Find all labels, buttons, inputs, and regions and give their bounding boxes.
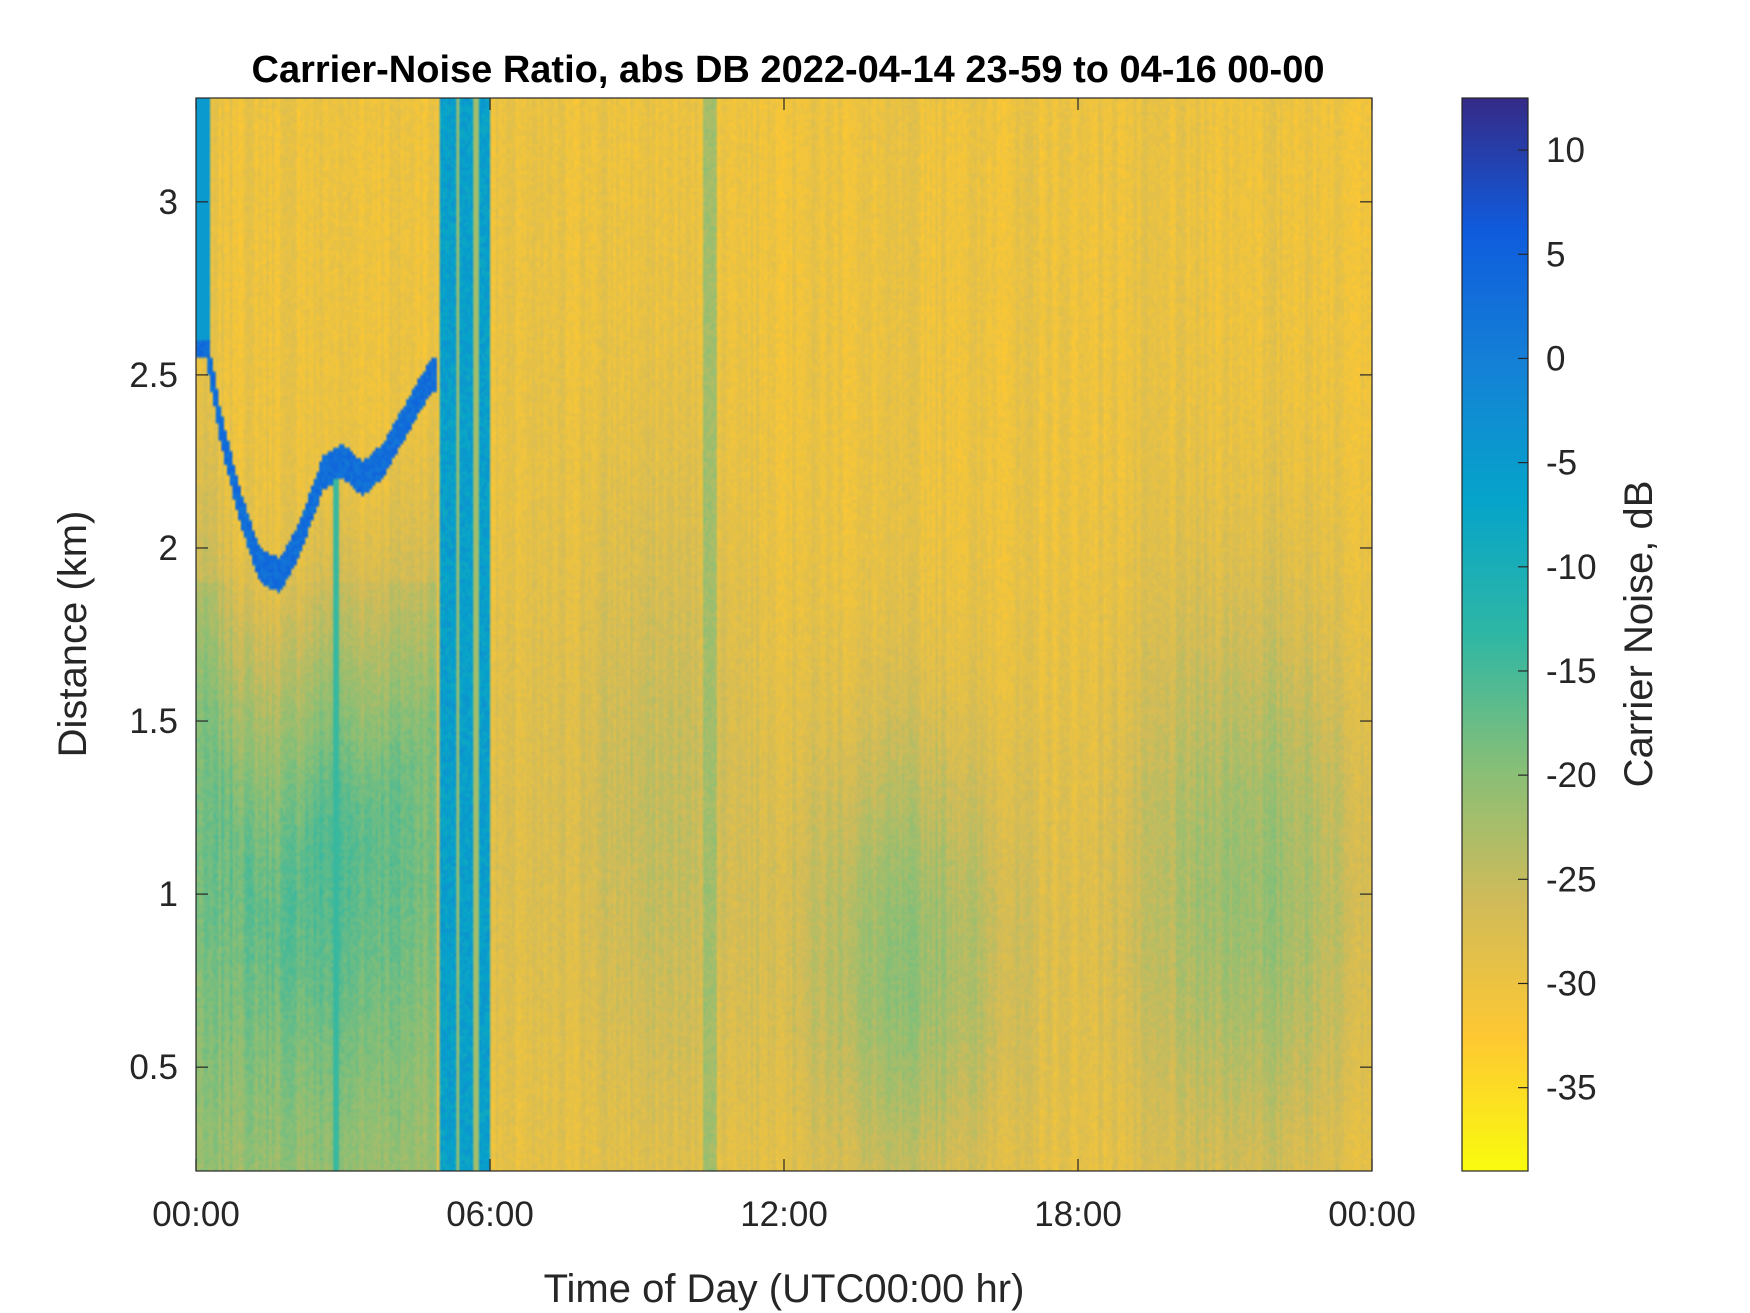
- colorbar-tick-label: -35: [1546, 1069, 1597, 1108]
- heatmap-image: [196, 98, 1372, 1171]
- x-tick-label: 00:00: [1328, 1195, 1416, 1234]
- y-axis-label: Distance (km): [51, 511, 95, 758]
- colorbar-label: Carrier Noise, dB: [1617, 481, 1661, 788]
- y-tick-label: 3: [159, 183, 178, 222]
- heatmap: [196, 98, 1372, 1171]
- y-tick-label: 2: [159, 529, 178, 568]
- x-axis: 00:00 06:00 12:00 18:00 00:00: [152, 98, 1416, 1234]
- colorbar-tick-label: 10: [1546, 131, 1585, 170]
- colorbar-frame: [1461, 97, 1529, 1172]
- y-axis: 0.5 1 1.5 2 2.5 3: [129, 183, 1372, 1087]
- colorbar-tick-label: -5: [1546, 444, 1577, 483]
- x-tick-label: 06:00: [446, 1195, 534, 1234]
- y-tick-label: 1: [159, 875, 178, 914]
- colorbar: 10 5 0 -5 -10 -15 -20 -25 -30 -35 Carrier Noise, …: [1461, 97, 1661, 1172]
- colorbar-tick-label: -30: [1546, 964, 1597, 1003]
- colorbar-tick-label: -20: [1546, 756, 1597, 795]
- colorbar-tick-label: -25: [1546, 860, 1597, 899]
- x-tick-label: 12:00: [740, 1195, 828, 1234]
- colorbar-tick-label: 0: [1546, 339, 1565, 378]
- x-axis-label: Time of Day (UTC00:00 hr): [544, 1267, 1025, 1311]
- x-tick-label: 18:00: [1034, 1195, 1122, 1234]
- colorbar-tick-label: -10: [1546, 548, 1597, 587]
- x-tick-label: 00:00: [152, 1195, 240, 1234]
- colorbar-ticks: 10 5 0 -5 -10 -15 -20 -25 -30 -35: [1518, 131, 1597, 1108]
- colorbar-gradient: [1462, 98, 1528, 1171]
- y-tick-label: 2.5: [129, 356, 178, 395]
- chart-title: Carrier-Noise Ratio, abs DB 2022-04-14 2…: [252, 49, 1325, 91]
- colorbar-tick-label: 5: [1546, 235, 1565, 274]
- y-tick-label: 0.5: [129, 1048, 178, 1087]
- colorbar-tick-label: -15: [1546, 652, 1597, 691]
- y-tick-label: 1.5: [129, 702, 178, 741]
